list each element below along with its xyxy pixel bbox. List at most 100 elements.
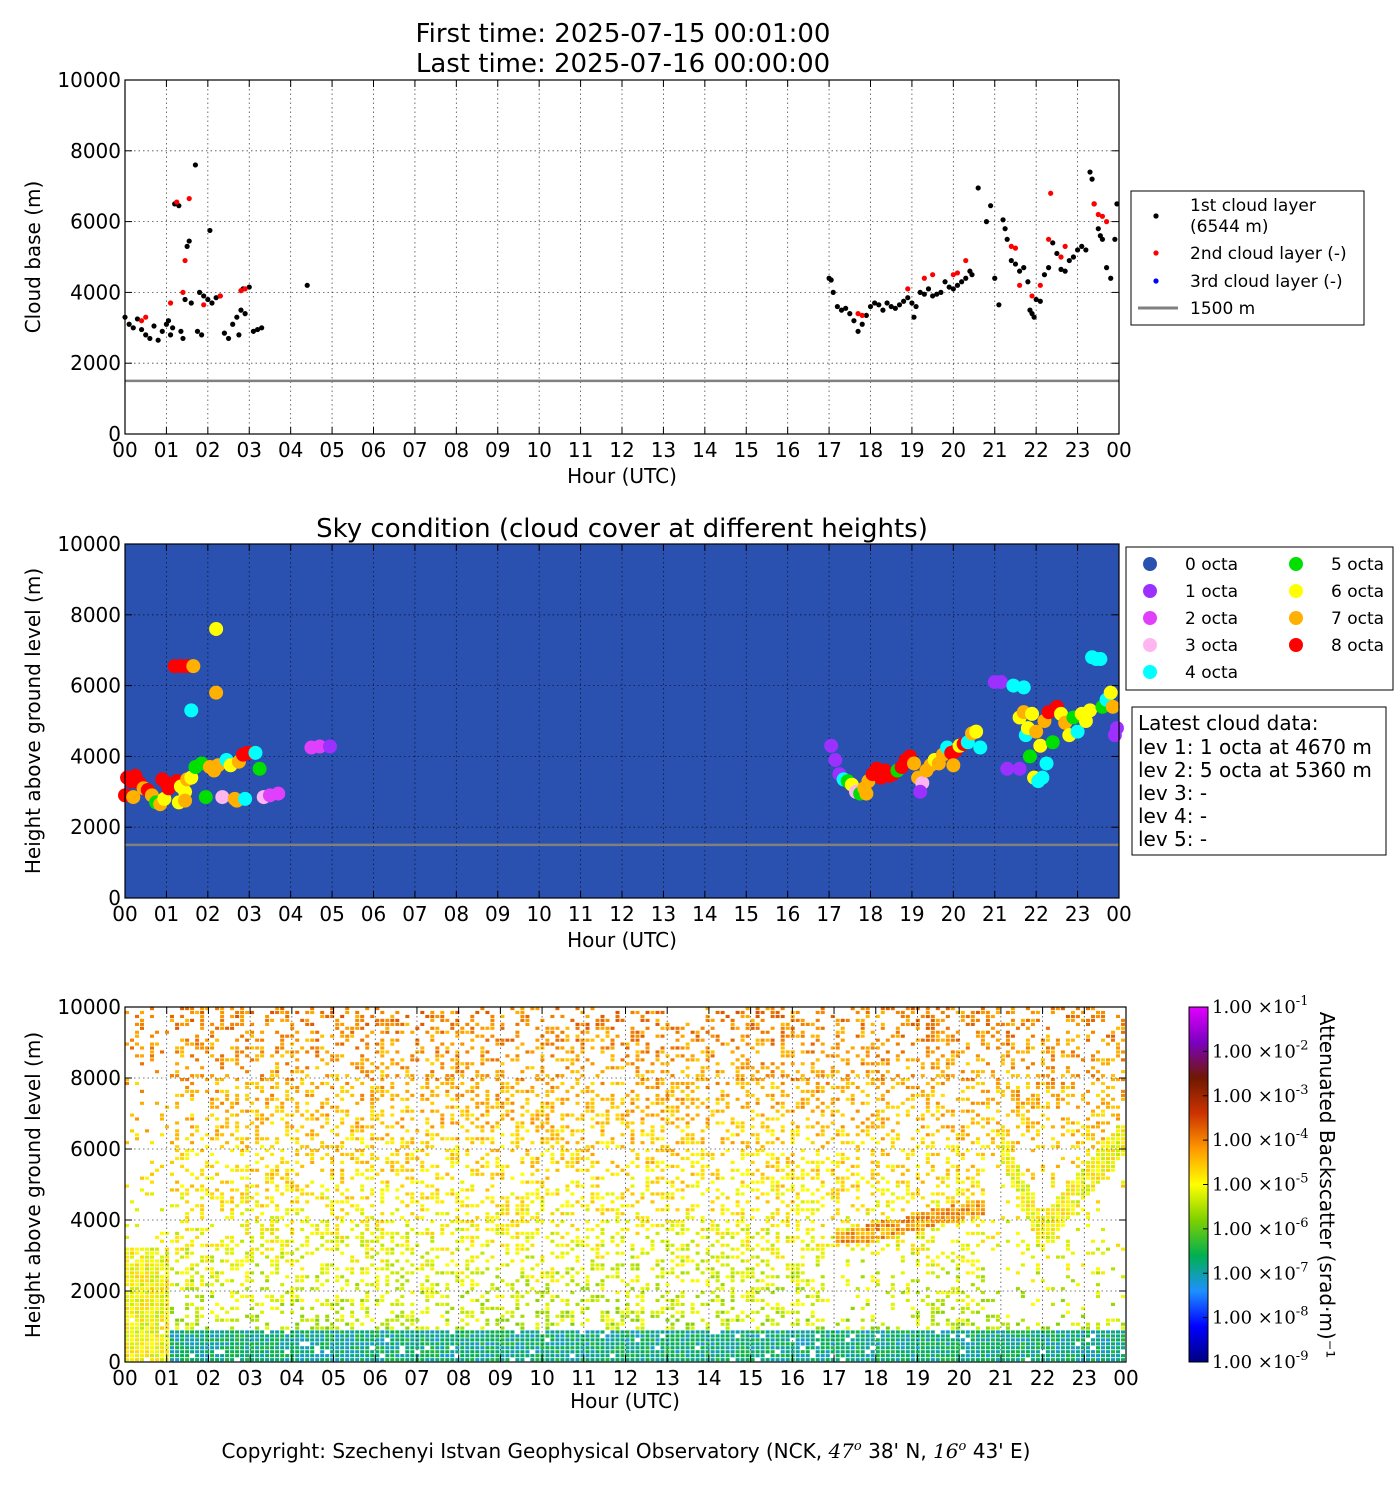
backscatter-cell xyxy=(465,1267,470,1271)
backscatter-cell xyxy=(295,1208,300,1212)
backscatter-cell xyxy=(355,1018,360,1022)
backscatter-cell xyxy=(255,1133,260,1137)
backscatter-cell xyxy=(230,1026,235,1030)
backscatter-cell xyxy=(435,1338,440,1342)
backscatter-cell xyxy=(340,1097,345,1101)
backscatter-cell xyxy=(485,1058,490,1062)
backscatter-cell xyxy=(500,1243,505,1247)
backscatter-cell xyxy=(625,1204,630,1208)
backscatter-cell xyxy=(150,1247,154,1251)
backscatter-cell xyxy=(710,1354,715,1358)
backscatter-cell xyxy=(140,1338,144,1342)
backscatter-cell xyxy=(475,1101,480,1105)
backscatter-cell xyxy=(620,1239,625,1243)
backscatter-cell xyxy=(225,1089,230,1093)
backscatter-cell xyxy=(425,1334,430,1338)
backscatter-cell xyxy=(435,1271,440,1275)
backscatter-cell xyxy=(615,1326,620,1330)
backscatter-cell xyxy=(420,1255,425,1259)
backscatter-cell xyxy=(290,1291,295,1295)
backscatter-cell xyxy=(265,1149,270,1153)
backscatter-cell xyxy=(350,1204,355,1208)
backscatter-cell xyxy=(320,1330,325,1334)
backscatter-cell xyxy=(480,1156,485,1161)
backscatter-cell xyxy=(585,1227,590,1232)
backscatter-cell xyxy=(145,1338,149,1342)
backscatter-cell xyxy=(650,1342,655,1346)
backscatter-cell xyxy=(430,1192,435,1196)
backscatter-cell xyxy=(230,1358,235,1362)
backscatter-cell xyxy=(670,1046,675,1050)
backscatter-cell xyxy=(680,1188,685,1192)
backscatter-cell xyxy=(515,1231,520,1235)
x-tick-label: 21 xyxy=(982,438,1007,462)
backscatter-cell xyxy=(405,1070,410,1074)
backscatter-cell xyxy=(400,1330,405,1334)
backscatter-cell xyxy=(485,1089,490,1093)
backscatter-cell xyxy=(135,1275,139,1279)
backscatter-cell xyxy=(655,1034,660,1038)
backscatter-cell xyxy=(275,1259,280,1263)
backscatter-cell xyxy=(365,1283,370,1287)
backscatter-cell xyxy=(410,1152,415,1157)
backscatter-cell xyxy=(615,1216,620,1220)
backscatter-cell xyxy=(260,1338,265,1342)
backscatter-cell xyxy=(245,1251,250,1255)
backscatter-cell xyxy=(495,1125,500,1129)
backscatter-cell xyxy=(705,1322,710,1326)
backscatter-cell xyxy=(225,1074,230,1078)
backscatter-cell xyxy=(220,1334,225,1338)
backscatter-cell xyxy=(335,1330,340,1334)
backscatter-cell xyxy=(330,1247,335,1251)
x-tick-label: 17 xyxy=(816,438,841,462)
backscatter-cell xyxy=(460,1081,465,1086)
backscatter-cell xyxy=(445,1046,450,1050)
backscatter-cell xyxy=(490,1141,495,1145)
backscatter-cell xyxy=(175,1271,180,1275)
backscatter-cell xyxy=(295,1184,300,1188)
backscatter-cell xyxy=(510,1334,515,1338)
backscatter-cell xyxy=(470,1188,475,1192)
backscatter-cell xyxy=(500,1204,505,1208)
backscatter-cell xyxy=(440,1125,445,1129)
backscatter-cell xyxy=(650,1350,655,1354)
backscatter-cell xyxy=(250,1318,255,1322)
backscatter-cell xyxy=(125,1350,129,1354)
backscatter-cell xyxy=(655,1283,660,1287)
cloud-base-point xyxy=(855,328,861,334)
backscatter-cell xyxy=(390,1014,395,1019)
backscatter-cell xyxy=(335,1133,340,1137)
cloud-base-point xyxy=(221,330,227,336)
backscatter-cell xyxy=(560,1129,565,1133)
backscatter-cell xyxy=(620,1318,625,1322)
backscatter-cell xyxy=(610,1235,615,1239)
backscatter-cell xyxy=(705,1338,710,1342)
backscatter-cell xyxy=(250,1109,255,1113)
backscatter-cell xyxy=(145,1287,149,1291)
backscatter-cell xyxy=(240,1034,245,1038)
backscatter-cell xyxy=(690,1133,695,1137)
backscatter-cell xyxy=(220,1208,225,1212)
backscatter-cell xyxy=(580,1129,585,1133)
backscatter-cell xyxy=(555,1231,560,1235)
backscatter-cell xyxy=(695,1263,700,1267)
backscatter-cell xyxy=(710,1156,715,1161)
backscatter-cell xyxy=(550,1220,555,1224)
backscatter-cell xyxy=(540,1310,545,1314)
backscatter-cell xyxy=(395,1152,400,1157)
backscatter-cell xyxy=(450,1231,455,1235)
backscatter-cell xyxy=(625,1046,630,1050)
backscatter-cell xyxy=(125,1302,129,1306)
backscatter-cell xyxy=(645,1010,650,1015)
backscatter-cell xyxy=(345,1152,350,1157)
backscatter-cell xyxy=(320,1010,325,1015)
backscatter-cell xyxy=(355,1223,360,1228)
backscatter-cell xyxy=(150,1287,154,1291)
backscatter-cell xyxy=(550,1354,555,1358)
backscatter-cell xyxy=(495,1204,500,1208)
backscatter-cell xyxy=(265,1334,270,1338)
cloud-base-point xyxy=(1083,247,1089,253)
backscatter-cell xyxy=(550,1026,555,1030)
backscatter-cell xyxy=(685,1105,690,1109)
backscatter-cell xyxy=(565,1184,570,1188)
